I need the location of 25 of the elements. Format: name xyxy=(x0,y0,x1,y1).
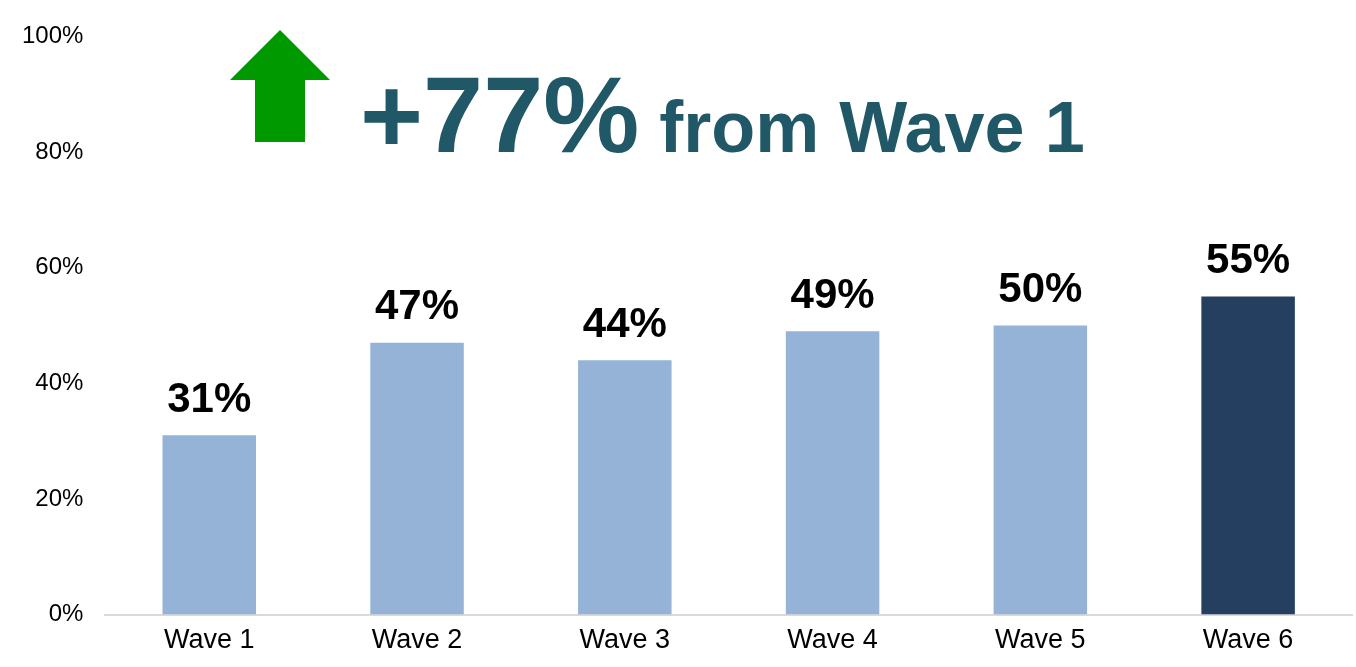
data-label: 31% xyxy=(167,373,252,421)
bar xyxy=(162,435,257,615)
x-tick-label: Wave 2 xyxy=(371,624,463,655)
bar xyxy=(578,360,672,615)
y-tick-label: 20% xyxy=(35,483,84,511)
annotation: +77% from Wave 1 xyxy=(360,54,1085,175)
data-label: 47% xyxy=(375,281,460,329)
x-tick-label: Wave 3 xyxy=(579,624,671,655)
bar xyxy=(370,342,464,615)
y-tick-label: 60% xyxy=(35,252,84,280)
y-tick-label: 0% xyxy=(48,599,84,627)
data-label: 50% xyxy=(998,264,1083,312)
bar xyxy=(993,325,1088,615)
x-tick-label: Wave 6 xyxy=(1202,624,1294,655)
x-tick-label: Wave 5 xyxy=(995,624,1086,655)
data-label: 49% xyxy=(790,269,875,317)
data-label: 44% xyxy=(582,298,667,346)
y-tick-label: 40% xyxy=(35,367,84,395)
x-tick-label: Wave 1 xyxy=(163,624,255,655)
bar xyxy=(785,331,880,615)
y-tick-label: 80% xyxy=(35,136,84,164)
x-tick-label: Wave 4 xyxy=(787,624,878,655)
y-tick-label: 100% xyxy=(21,21,84,49)
bar xyxy=(1201,296,1295,615)
data-label: 55% xyxy=(1206,235,1291,283)
